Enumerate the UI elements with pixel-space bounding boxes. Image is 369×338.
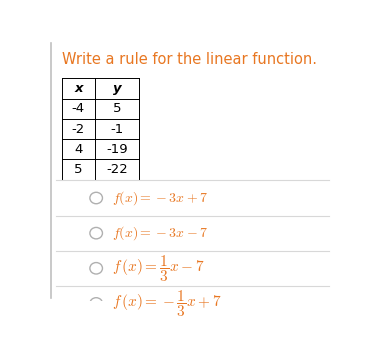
Text: Write a rule for the linear function.: Write a rule for the linear function.	[62, 52, 317, 67]
Text: x: x	[74, 82, 83, 95]
Text: $f(x) = -3x - 7$: $f(x) = -3x - 7$	[112, 224, 208, 242]
Text: 4: 4	[74, 143, 83, 156]
Text: 5: 5	[113, 102, 121, 115]
Text: -22: -22	[106, 163, 128, 176]
Text: -1: -1	[110, 123, 124, 136]
Text: 5: 5	[74, 163, 83, 176]
Text: -2: -2	[72, 123, 85, 136]
Text: $f(x) = -3x + 7$: $f(x) = -3x + 7$	[112, 189, 208, 207]
Text: y: y	[113, 82, 121, 95]
Text: $f\,(x) = \dfrac{1}{3}x - 7$: $f\,(x) = \dfrac{1}{3}x - 7$	[112, 253, 204, 284]
Text: $f\,(x) = -\dfrac{1}{3}x + 7$: $f\,(x) = -\dfrac{1}{3}x + 7$	[112, 288, 221, 319]
Text: -19: -19	[106, 143, 128, 156]
Text: -4: -4	[72, 102, 85, 115]
